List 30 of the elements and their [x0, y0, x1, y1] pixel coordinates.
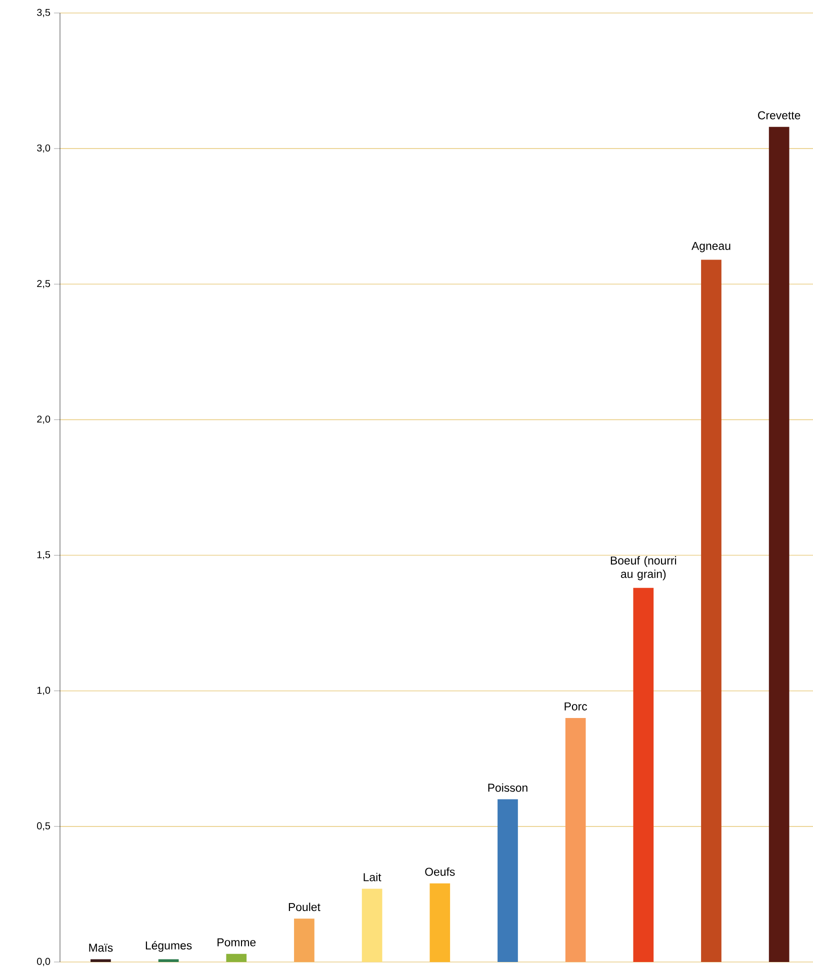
x-tick-label: Boeuf (nourri au grain) — [610, 556, 676, 580]
bar — [362, 888, 382, 962]
bar — [90, 959, 111, 962]
bar — [430, 883, 450, 962]
bar — [633, 588, 654, 962]
x-tick-label: Oeufs — [425, 867, 455, 876]
x-tick-label: Légumes — [146, 940, 192, 952]
x-tick-label: Lait — [364, 872, 382, 882]
x-tick-label: Poulet — [288, 902, 320, 912]
bar — [294, 918, 314, 962]
bar — [565, 718, 586, 962]
y-tick-label: 2,5 — [37, 280, 50, 288]
x-tick-label: Porc — [564, 702, 588, 710]
bar — [701, 260, 722, 962]
y-tick-label: 3,5 — [37, 8, 50, 18]
x-tick-label: Agneau — [692, 242, 730, 252]
bar — [498, 799, 518, 962]
x-tick-label: Maïs — [89, 944, 113, 952]
y-tick-label: 3,0 — [37, 144, 50, 153]
bar — [158, 959, 179, 962]
x-tick-label: Pomme — [218, 938, 256, 946]
bar — [768, 126, 790, 962]
y-tick-label: 1,5 — [37, 551, 50, 560]
y-tick-label: 0,5 — [37, 822, 50, 831]
x-tick-label: Poisson — [488, 783, 528, 792]
y-tick-label: 1,0 — [37, 686, 50, 695]
x-tick-label: Crevette — [758, 111, 800, 120]
y-tick-label: 0,0 — [37, 958, 50, 966]
y-tick-label: 2,0 — [37, 416, 50, 424]
bar — [226, 954, 247, 962]
